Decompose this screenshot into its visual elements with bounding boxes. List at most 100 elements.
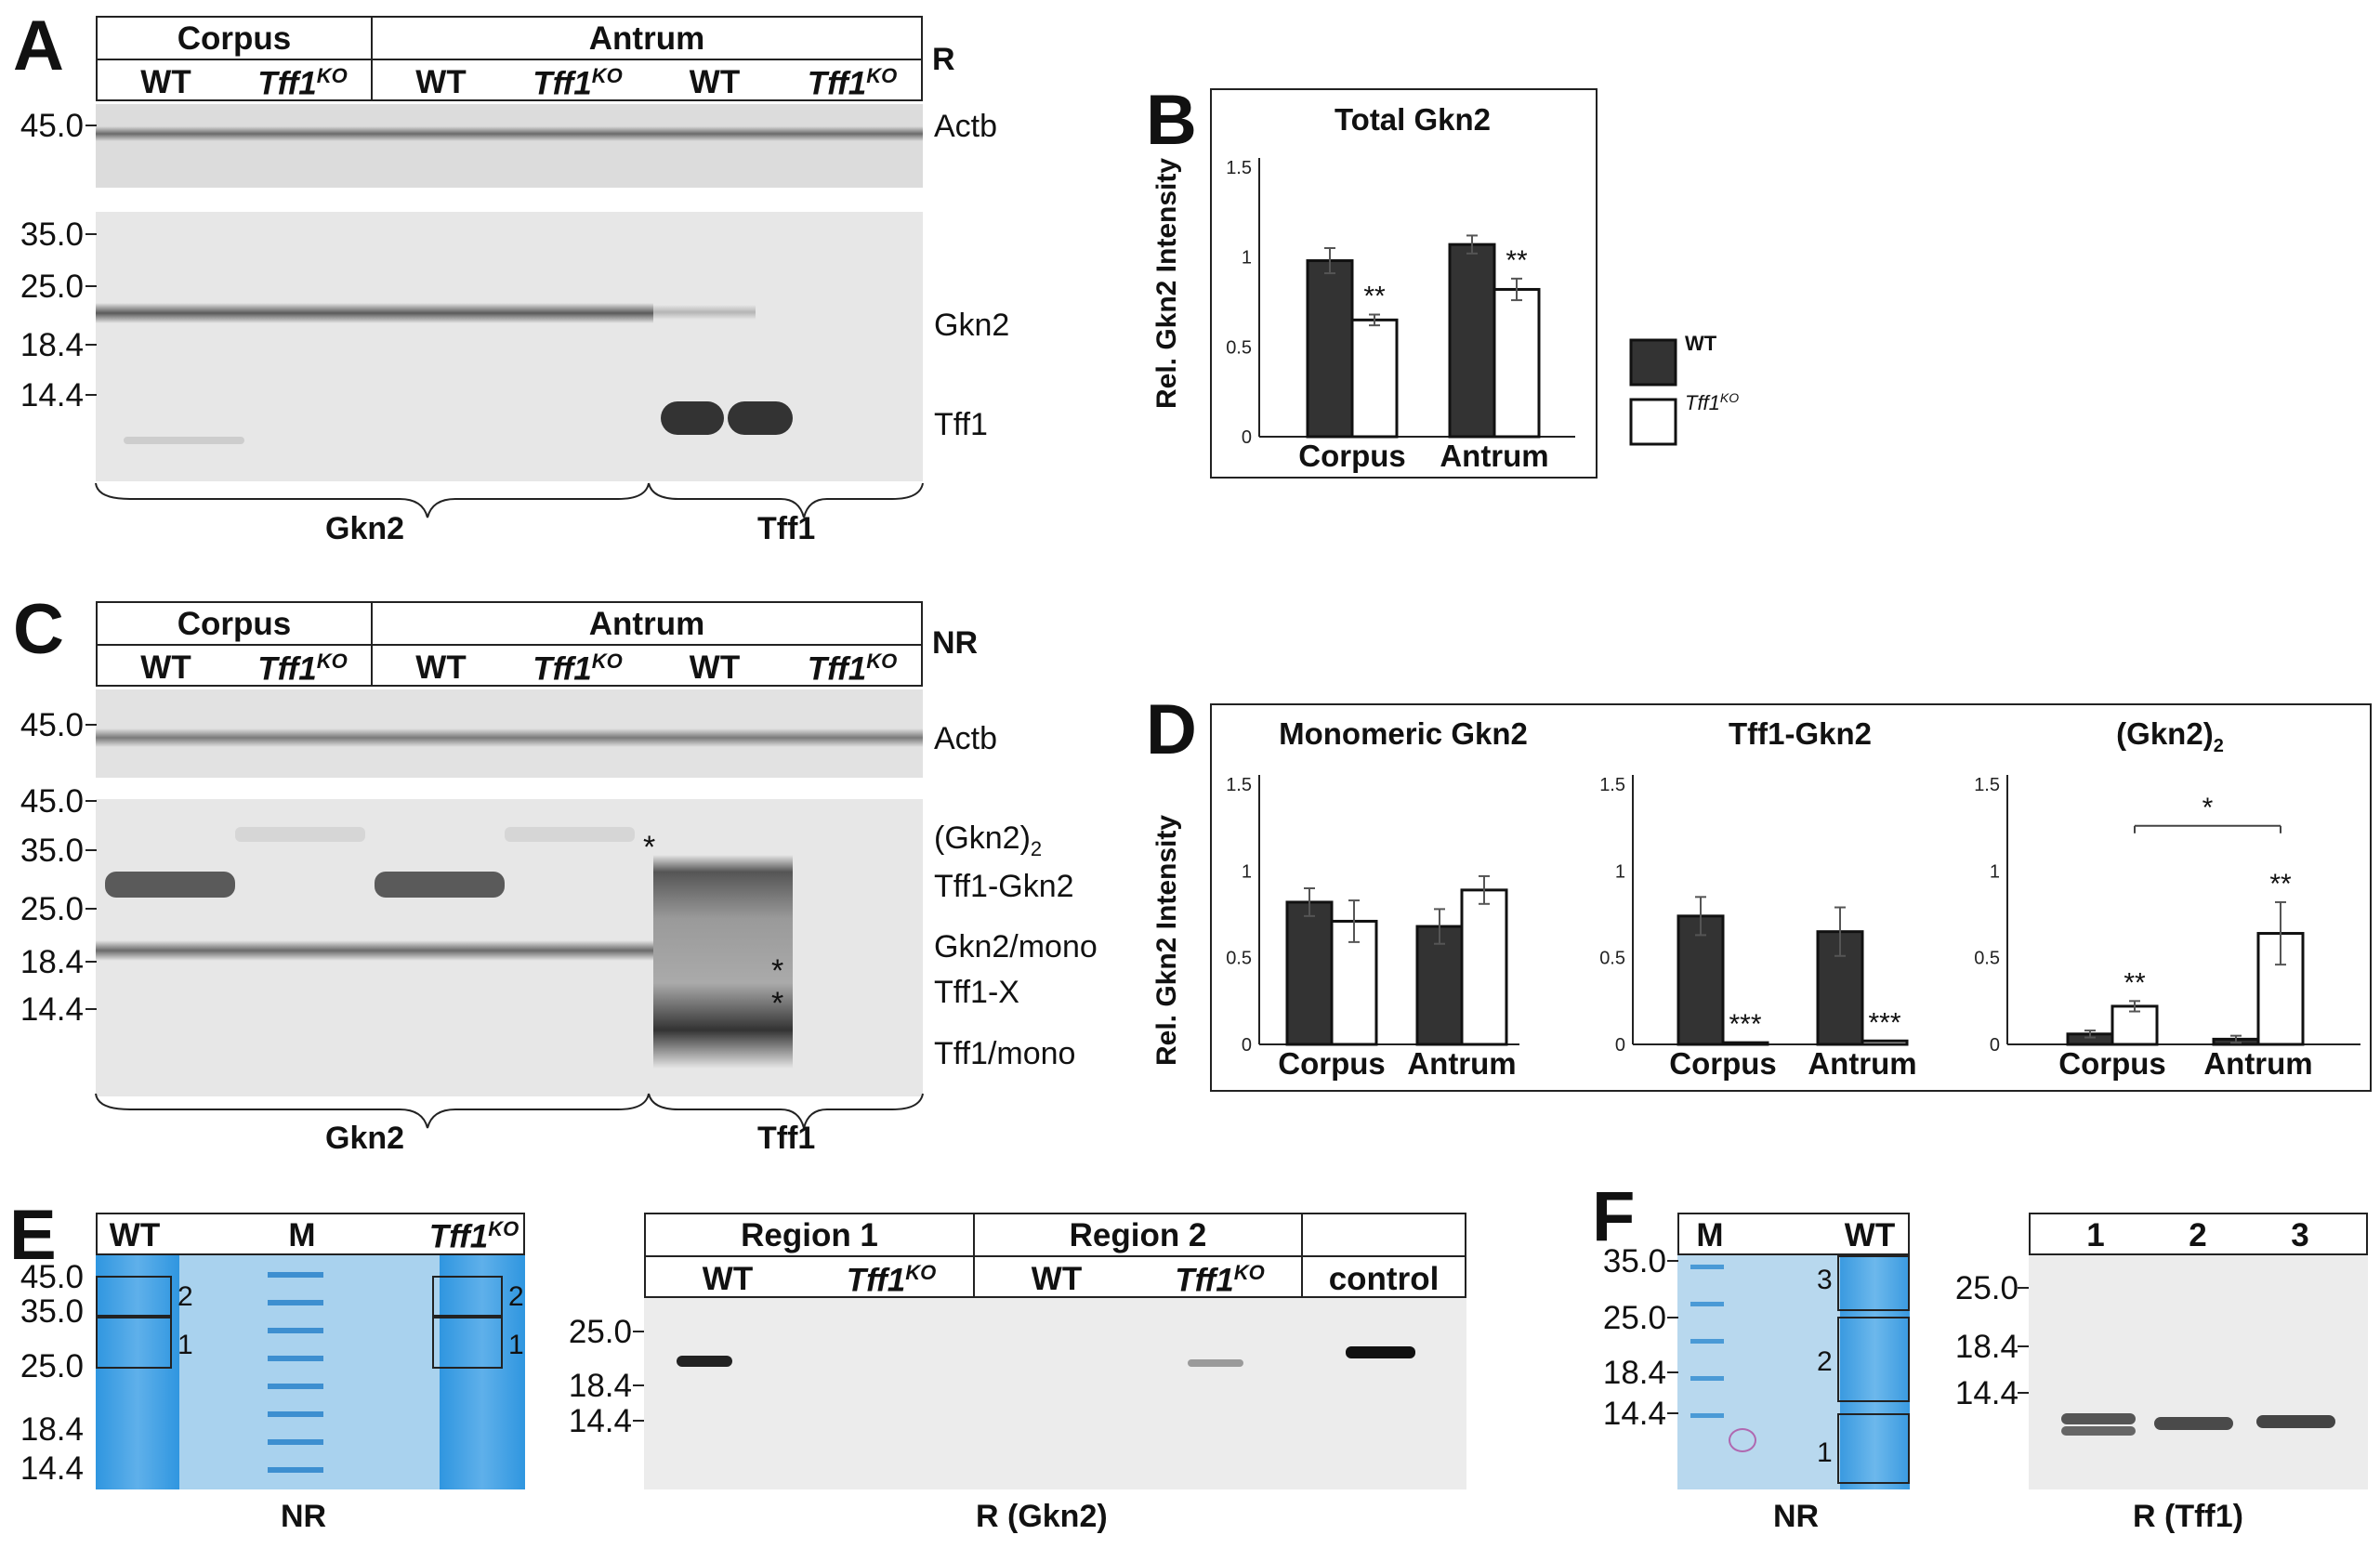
coomassie-gel-f: 3 2 1 — [1677, 1255, 1910, 1489]
mw-marker: 25.0 — [1602, 1300, 1666, 1336]
x-category-label: Corpus — [1278, 1046, 1386, 1081]
bar-antrum-wt — [1415, 925, 1464, 1046]
gkn2-antibody-label: Gkn2 — [325, 1121, 405, 1156]
lane-3-header: 3 — [2291, 1217, 2309, 1253]
marker-lane-label: M — [288, 1217, 316, 1253]
legend-label-wt: WT — [1685, 332, 1717, 355]
mw-marker: 14.4 — [1954, 1375, 2018, 1411]
panel-a-header: Corpus Antrum WT Tff1KO WT Tff1KO WT Tff… — [96, 16, 923, 101]
wt-label: WT — [109, 1217, 161, 1253]
y-axis-label: Rel. Gkn2 Intensity — [1151, 815, 1182, 1066]
antibody-brace-c — [95, 1093, 924, 1129]
fraction-1-label: 1 — [1817, 1437, 1833, 1468]
significance-label: ** — [2269, 869, 2292, 899]
mw-marker: 14.4 — [1602, 1396, 1666, 1432]
chart-frame — [1210, 88, 1598, 479]
legend-swatch — [1629, 338, 1677, 387]
mw-marker: 14.4 — [20, 377, 84, 413]
reducing-gkn2-label: R (Gkn2) — [976, 1499, 1108, 1534]
chart-title: (Gkn2)2 — [2116, 716, 2224, 756]
y-tick-label: 1 — [1242, 861, 1252, 882]
gkn2-dimer-label: (Gkn2)2 — [934, 820, 1043, 860]
reducing-label: R — [932, 42, 955, 77]
panel-c-label: C — [13, 590, 64, 669]
bar-antrum-tff1ko — [1861, 1039, 1909, 1046]
gkn2-tff1-blot-c — [96, 799, 923, 1096]
panel-e-blot-header: Region 1 Region 2 WT Tff1KO WT Tff1KO co… — [644, 1213, 1466, 1298]
nonreducing-gel-label: NR — [281, 1499, 327, 1534]
mw-marker: 14.4 — [20, 991, 84, 1028]
tff1ko-label: Tff1KO — [257, 649, 348, 688]
tff1-gkn2-label: Tff1-Gkn2 — [934, 869, 1074, 904]
panel-b-label: B — [1146, 81, 1197, 160]
mw-marker: 25.0 — [20, 1348, 84, 1384]
mw-marker: 45.0 — [20, 707, 84, 743]
mw-marker: 25.0 — [20, 891, 84, 927]
bar-antrum-wt — [1448, 243, 1496, 439]
legend-label-tff1ko: Tff1KO — [1685, 390, 1739, 414]
marker-lane-label: M — [1696, 1217, 1724, 1253]
wt-label: WT — [1031, 1261, 1083, 1297]
chart-title: Monomeric Gkn2 — [1279, 716, 1528, 751]
significance-label: * — [2202, 793, 2214, 823]
asterisk-mark: * — [771, 986, 784, 1021]
mw-marker: 18.4 — [1602, 1355, 1666, 1391]
panel-d-label: D — [1146, 690, 1197, 769]
significance-label: ** — [1363, 282, 1386, 312]
mw-marker: 14.4 — [568, 1403, 632, 1439]
bar-corpus-tff1ko — [2110, 1004, 2159, 1046]
mw-marker: 25.0 — [1954, 1270, 2018, 1306]
mw-marker: 18.4 — [20, 944, 84, 980]
wt-label: WT — [689, 64, 741, 100]
wt-label: WT — [1844, 1217, 1896, 1253]
panel-d-frame — [1210, 703, 2372, 1092]
significance-label: ** — [2124, 967, 2146, 998]
tff1ko-label: Tff1KO — [533, 649, 623, 688]
wt-label: WT — [415, 649, 467, 686]
panel-f-blot-header: 1 2 3 — [2029, 1213, 2368, 1255]
actb-label: Actb — [934, 109, 998, 144]
region-1-header: Region 1 — [741, 1217, 878, 1253]
mw-marker: 18.4 — [568, 1368, 632, 1404]
coomassie-gel-e: 2 1 2 1 — [96, 1255, 525, 1489]
y-tick-label: 0.5 — [1226, 949, 1252, 969]
chart-title: Total Gkn2 — [1335, 102, 1491, 137]
bar-corpus-wt — [1306, 259, 1354, 439]
bar-corpus-wt — [1677, 914, 1725, 1046]
y-tick-label: 1 — [1615, 861, 1625, 882]
bar-corpus-wt — [1285, 900, 1334, 1046]
mw-marker: 35.0 — [20, 216, 84, 253]
bar-antrum-tff1ko — [1492, 287, 1541, 439]
x-category-label: Antrum — [1407, 1046, 1516, 1081]
excised-region-1-label: 1 — [508, 1330, 524, 1360]
y-tick-label: 0 — [1242, 427, 1252, 448]
actb-blot-c — [96, 689, 923, 778]
wt-label: WT — [689, 649, 741, 686]
excised-region-2-label: 2 — [178, 1281, 193, 1312]
corpus-header: Corpus — [177, 20, 292, 57]
bar-antrum-tff1ko — [1460, 888, 1508, 1046]
panel-f-label: F — [1592, 1177, 1636, 1256]
tff1ko-label: Tff1KO — [846, 1261, 937, 1299]
tff1-x-label: Tff1-X — [934, 975, 1019, 1010]
mw-marker: 18.4 — [1954, 1329, 2018, 1365]
wt-label: WT — [140, 64, 191, 100]
asterisk-mark: * — [643, 830, 656, 865]
chart-title: Tff1-Gkn2 — [1729, 716, 1872, 751]
panel-e-gel-header: WT M Tff1KO — [96, 1213, 525, 1255]
control-header: control — [1328, 1261, 1440, 1297]
antrum-header: Antrum — [588, 20, 705, 57]
tff1ko-label: Tff1KO — [807, 649, 898, 688]
tff1ko-label: Tff1KO — [257, 64, 348, 102]
panel-c-header: Corpus Antrum WT Tff1KO WT Tff1KO WT Tff… — [96, 601, 923, 687]
y-tick-label: 1.5 — [1974, 775, 2000, 795]
corpus-header: Corpus — [177, 606, 292, 642]
tff1ko-label: Tff1KO — [1175, 1261, 1265, 1299]
excised-region-2-label: 2 — [508, 1281, 524, 1312]
x-category-label: Corpus — [2058, 1046, 2166, 1081]
panel-a-label: A — [13, 7, 64, 85]
wt-label: WT — [140, 649, 191, 686]
mw-marker: 18.4 — [20, 327, 84, 363]
y-tick-label: 1 — [1990, 861, 2000, 882]
x-category-label: Corpus — [1669, 1046, 1777, 1081]
